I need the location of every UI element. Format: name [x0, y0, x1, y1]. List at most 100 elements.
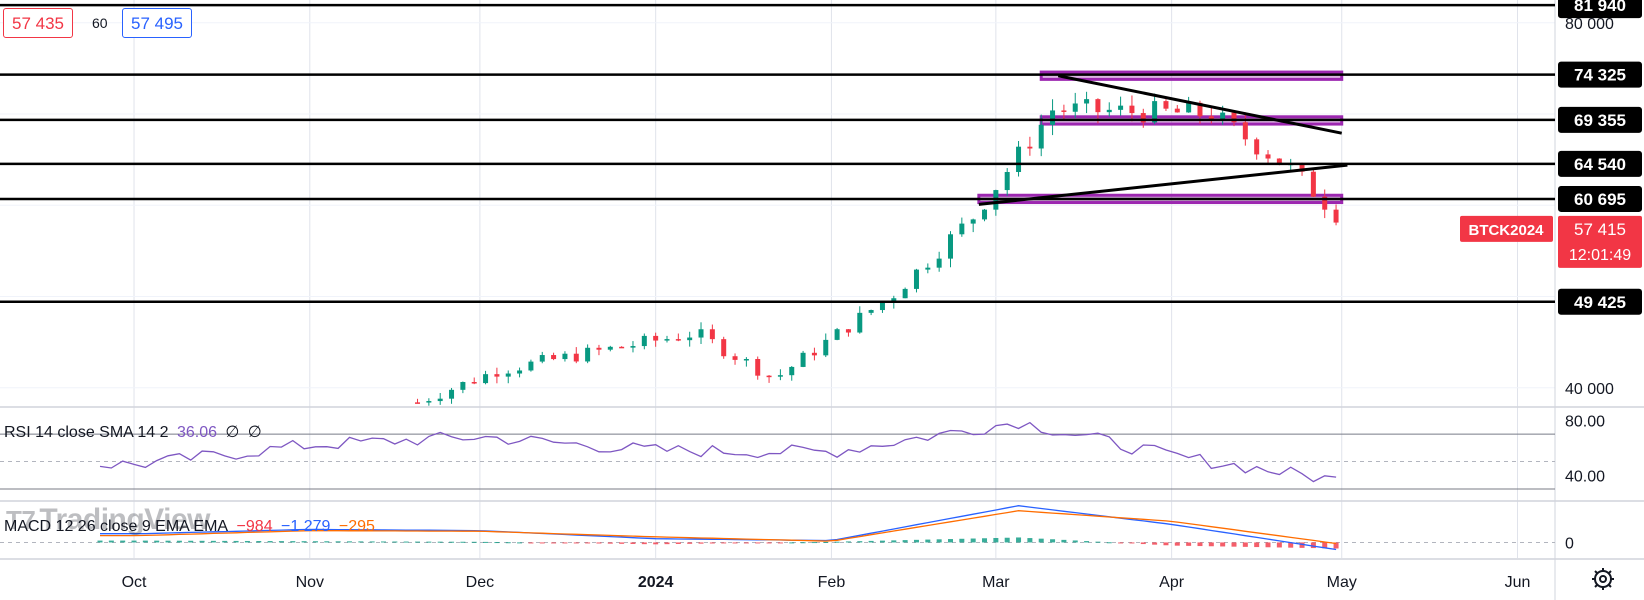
- candle-body: [664, 339, 670, 341]
- level-label-box: [1558, 61, 1642, 88]
- macd-histogram-bar: [312, 541, 318, 543]
- candle-body: [1118, 105, 1124, 110]
- macd-histogram-bar: [743, 542, 749, 544]
- macd-histogram-bar: [664, 542, 670, 545]
- candle-body: [1242, 122, 1248, 140]
- candle-body: [1208, 116, 1214, 121]
- candle-body: [1016, 146, 1022, 173]
- candle-body: [743, 359, 749, 361]
- macd-histogram-bar: [1242, 542, 1248, 547]
- candle-body: [800, 352, 806, 367]
- candle-body: [811, 352, 817, 356]
- macd-histogram-bar: [607, 542, 613, 544]
- macd-histogram-bar: [551, 542, 557, 544]
- candle-body: [789, 366, 795, 376]
- candle-body: [1276, 158, 1282, 165]
- candle-body: [630, 346, 636, 348]
- macd-histogram-bar: [1174, 542, 1180, 546]
- macd-histogram-bar: [687, 542, 693, 544]
- macd-histogram-bar: [630, 542, 636, 544]
- macd-histogram-bar: [142, 540, 148, 543]
- macd-histogram-bar: [845, 541, 851, 543]
- level-label-box: [1558, 288, 1642, 315]
- candle-body: [573, 353, 579, 362]
- macd-histogram-bar: [1186, 542, 1192, 546]
- macd-histogram-bar: [902, 540, 908, 543]
- macd-histogram-bar: [460, 541, 466, 543]
- candle-body: [1084, 99, 1090, 104]
- macd-histogram-bar: [573, 542, 579, 544]
- x-tick-label: Jun: [1505, 574, 1531, 591]
- macd-histogram-bar: [483, 541, 489, 543]
- settings-gear-icon[interactable]: [1590, 566, 1616, 592]
- level-label: 81 940: [1574, 0, 1626, 15]
- candle-body: [483, 374, 489, 384]
- candle-body: [1140, 113, 1146, 123]
- candle-body: [834, 329, 840, 340]
- macd-histogram-bar: [256, 541, 262, 543]
- candle-body: [551, 355, 557, 360]
- candle-body: [879, 302, 885, 311]
- candle-body: [528, 361, 534, 371]
- macd-histogram-bar: [585, 542, 591, 544]
- candle-body: [982, 209, 988, 220]
- macd-histogram-bar: [301, 541, 307, 543]
- macd-histogram-bar: [403, 541, 409, 543]
- macd-histogram-bar: [936, 539, 942, 543]
- macd-histogram-bar: [1004, 537, 1010, 543]
- macd-histogram-bar: [165, 540, 171, 543]
- macd-histogram-bar: [244, 540, 250, 543]
- candle-body: [925, 267, 931, 270]
- candle-body: [1322, 196, 1328, 210]
- rsi-legend[interactable]: RSI 14 close SMA 14 2 36.06 ∅ ∅: [4, 422, 266, 442]
- candle-body: [1061, 110, 1067, 112]
- macd-histogram-bar: [210, 540, 216, 543]
- macd-histogram-bar: [1254, 542, 1260, 548]
- macd-legend[interactable]: MACD 12 26 close 9 EMA EMA −984 −1 279 −…: [4, 518, 379, 536]
- rsi-legend-na-2: ∅: [247, 424, 262, 441]
- macd-histogram-bar: [392, 541, 398, 543]
- macd-histogram-bar: [993, 537, 999, 543]
- macd-histogram-bar: [471, 541, 477, 543]
- level-label-box: [1558, 0, 1642, 19]
- candle-body: [1129, 105, 1135, 114]
- macd-histogram-bar: [755, 542, 761, 544]
- candle-body: [1299, 163, 1305, 172]
- macd-histogram-bar: [1084, 541, 1090, 543]
- macd-histogram-bar: [970, 538, 976, 543]
- x-tick-label: May: [1327, 574, 1357, 591]
- macd-histogram-bar: [777, 542, 783, 544]
- candle-body: [1004, 172, 1010, 191]
- macd-histogram-bar: [415, 541, 421, 543]
- macd-histogram-bar: [641, 542, 647, 545]
- candle-body: [1050, 110, 1056, 125]
- macd-histogram-bar: [222, 540, 228, 543]
- rsi-legend-na-1: ∅: [225, 424, 240, 441]
- macd-histogram-bar: [789, 542, 795, 544]
- bid-price-button[interactable]: 57 435: [3, 8, 73, 38]
- trendline: [1057, 74, 1343, 135]
- macd-histogram-bar: [1276, 542, 1282, 548]
- macd-histogram-bar: [709, 542, 715, 544]
- macd-histogram-bar: [800, 542, 806, 544]
- macd-histogram-bar: [1095, 541, 1101, 543]
- macd-histogram-bar: [1265, 542, 1271, 548]
- candle-body: [1095, 99, 1101, 113]
- macd-histogram-bar: [1016, 537, 1022, 543]
- macd-histogram-bar: [97, 540, 103, 543]
- candle-body: [913, 269, 919, 289]
- ask-price-button[interactable]: 57 495: [122, 8, 192, 38]
- candle-body: [891, 298, 897, 303]
- x-tick-label: 2024: [638, 574, 674, 591]
- candle-body: [1038, 124, 1044, 149]
- macd-histogram-bar: [381, 541, 386, 543]
- macd-histogram-bar: [823, 541, 829, 543]
- candle-body: [823, 339, 829, 356]
- macd-legend-hist: −984: [236, 518, 273, 535]
- candle-body: [1152, 101, 1158, 123]
- candle-body: [1072, 103, 1078, 112]
- candle-body: [415, 402, 421, 404]
- candle-body: [1197, 102, 1203, 117]
- level-label: 69 355: [1574, 111, 1626, 130]
